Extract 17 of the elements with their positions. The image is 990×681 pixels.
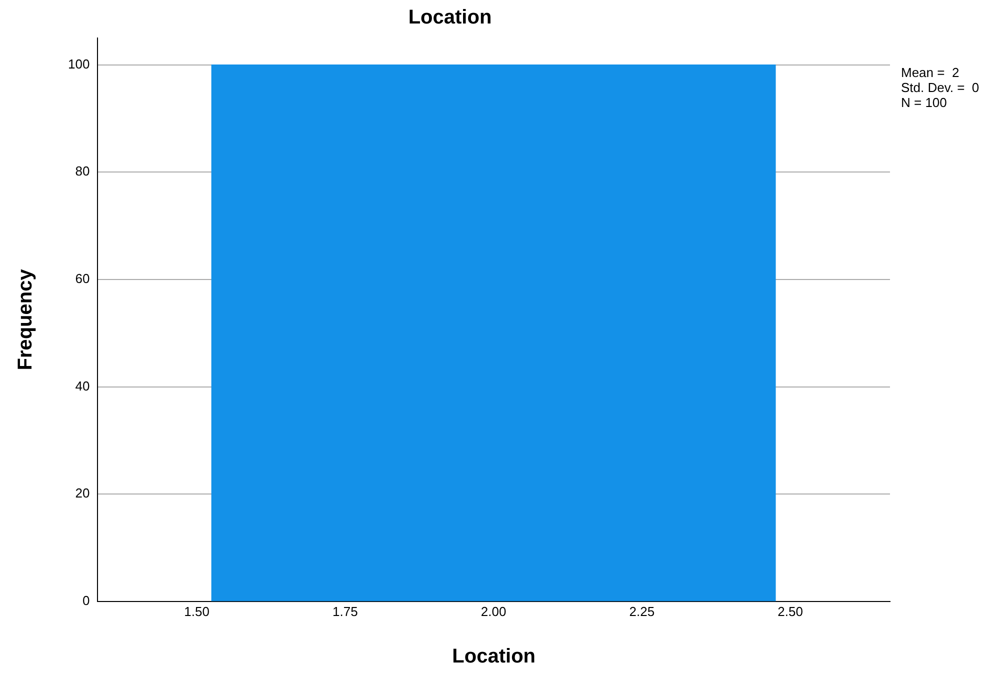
x-tick-label: 2.50 — [778, 604, 803, 619]
y-tick-label: 40 — [75, 378, 90, 394]
x-tick-label: 1.50 — [184, 604, 210, 619]
y-tick-label: 80 — [75, 164, 90, 179]
x-tick-label: 1.75 — [332, 604, 358, 619]
y-tick-label: 20 — [75, 486, 90, 501]
y-axis-title: Frequency — [14, 268, 37, 370]
y-tick-label: 0 — [82, 592, 90, 608]
text: Std. Dev. = 0 — [901, 80, 980, 96]
text: Mean = 2 — [901, 65, 960, 80]
x-axis-title: Location — [452, 646, 536, 668]
x-tick-label: 2.25 — [629, 604, 655, 619]
y-tick-label: 60 — [75, 271, 90, 286]
x-tick-label: 2.00 — [480, 604, 506, 619]
text: N = 100 — [901, 95, 947, 110]
chart-title: Location — [408, 6, 492, 29]
y-tick-label: 100 — [68, 56, 90, 72]
